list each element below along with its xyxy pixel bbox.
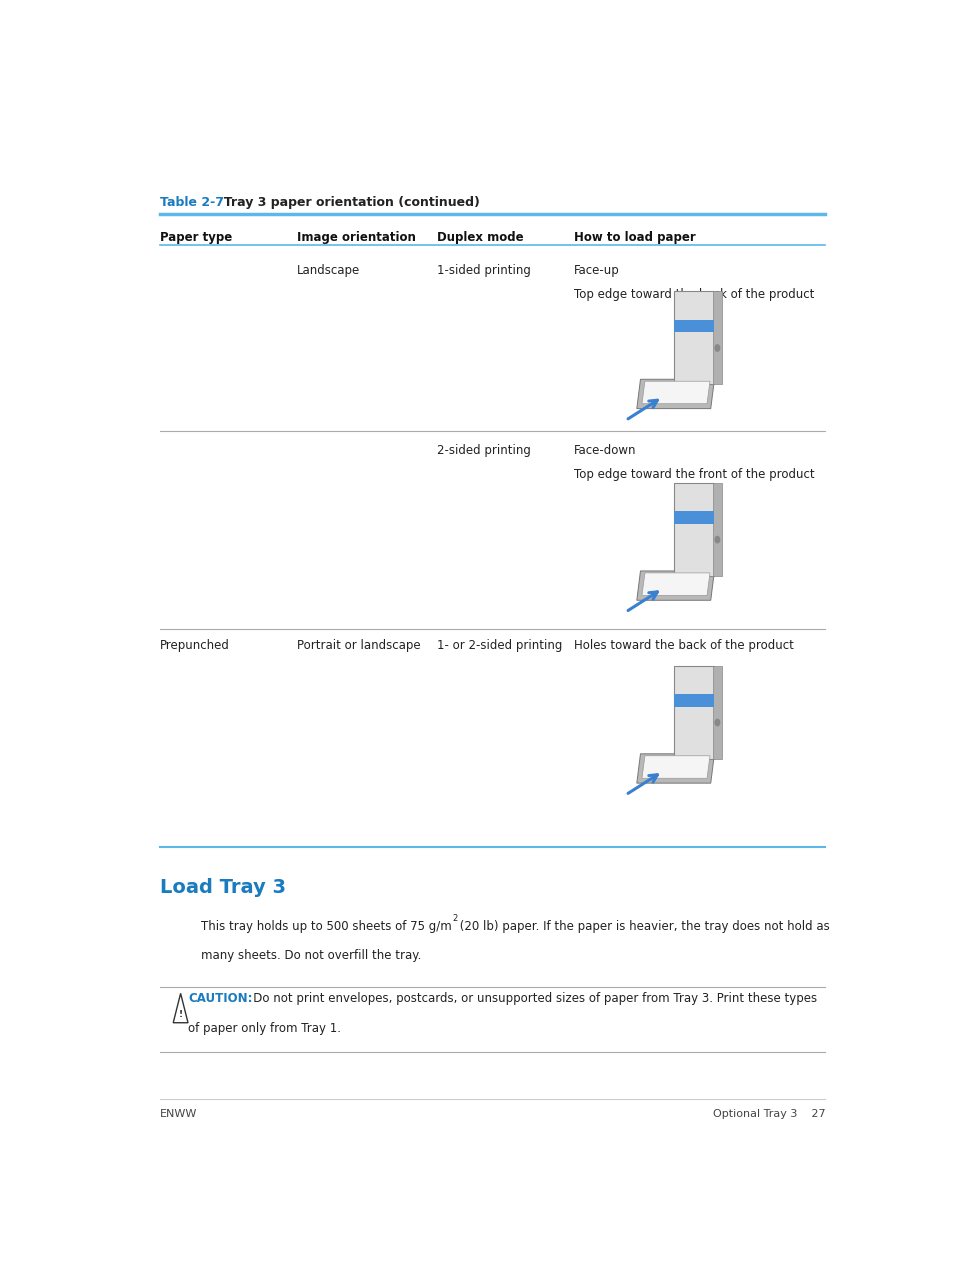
Text: !: ! xyxy=(178,1010,182,1019)
Polygon shape xyxy=(641,573,709,596)
Circle shape xyxy=(714,344,720,352)
FancyBboxPatch shape xyxy=(673,665,714,758)
FancyBboxPatch shape xyxy=(673,695,714,707)
Text: Face-down: Face-down xyxy=(574,443,636,457)
Text: many sheets. Do not overfill the tray.: many sheets. Do not overfill the tray. xyxy=(200,950,420,963)
FancyBboxPatch shape xyxy=(673,512,714,525)
Text: 1- or 2-sided printing: 1- or 2-sided printing xyxy=(436,639,562,653)
Polygon shape xyxy=(637,380,714,409)
Text: CAUTION:: CAUTION: xyxy=(188,992,253,1006)
FancyBboxPatch shape xyxy=(712,483,721,575)
Text: Duplex mode: Duplex mode xyxy=(436,231,523,244)
Polygon shape xyxy=(641,381,709,404)
Text: of paper only from Tray 1.: of paper only from Tray 1. xyxy=(188,1022,340,1035)
Text: Load Tray 3: Load Tray 3 xyxy=(160,878,286,897)
Text: Top edge toward the back of the product: Top edge toward the back of the product xyxy=(574,288,814,301)
Text: How to load paper: How to load paper xyxy=(574,231,695,244)
FancyBboxPatch shape xyxy=(673,483,714,575)
Polygon shape xyxy=(637,572,714,601)
FancyBboxPatch shape xyxy=(712,291,721,384)
FancyBboxPatch shape xyxy=(673,291,714,384)
Text: Image orientation: Image orientation xyxy=(296,231,416,244)
Text: Landscape: Landscape xyxy=(296,264,359,277)
Text: Optional Tray 3    27: Optional Tray 3 27 xyxy=(712,1109,824,1119)
Text: Table 2-7: Table 2-7 xyxy=(160,196,224,210)
Text: (20 lb) paper. If the paper is heavier, the tray does not hold as: (20 lb) paper. If the paper is heavier, … xyxy=(456,919,829,933)
Text: Prepunched: Prepunched xyxy=(160,639,230,653)
Text: ENWW: ENWW xyxy=(160,1109,197,1119)
Text: 2-sided printing: 2-sided printing xyxy=(436,443,531,457)
Text: 2: 2 xyxy=(452,914,456,923)
Text: Do not print envelopes, postcards, or unsupported sizes of paper from Tray 3. Pr: Do not print envelopes, postcards, or un… xyxy=(242,992,817,1006)
Polygon shape xyxy=(641,756,709,779)
FancyBboxPatch shape xyxy=(712,665,721,758)
Circle shape xyxy=(714,719,720,726)
Text: 1-sided printing: 1-sided printing xyxy=(436,264,531,277)
Text: Face-up: Face-up xyxy=(574,264,619,277)
Circle shape xyxy=(714,536,720,544)
Text: This tray holds up to 500 sheets of 75 g/m: This tray holds up to 500 sheets of 75 g… xyxy=(200,919,451,933)
Text: Portrait or landscape: Portrait or landscape xyxy=(296,639,420,653)
Text: Paper type: Paper type xyxy=(160,231,232,244)
FancyBboxPatch shape xyxy=(673,320,714,333)
Polygon shape xyxy=(637,754,714,784)
Text: Top edge toward the front of the product: Top edge toward the front of the product xyxy=(574,469,814,481)
Text: Tray 3 paper orientation (continued): Tray 3 paper orientation (continued) xyxy=(215,196,479,210)
Text: Holes toward the back of the product: Holes toward the back of the product xyxy=(574,639,793,653)
